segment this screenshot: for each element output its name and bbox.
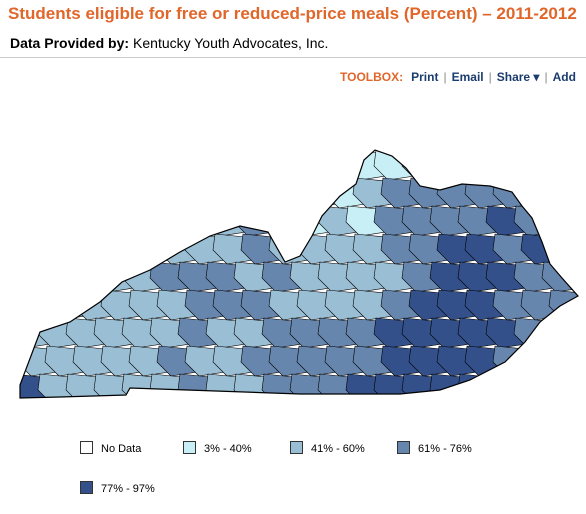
legend-swatch [290, 441, 303, 454]
state-outline [19, 149, 579, 399]
toolbox-link[interactable]: Share ▾ [496, 70, 540, 84]
legend-label: 61% - 76% [418, 443, 472, 455]
legend-item: 77% - 97% [80, 481, 155, 495]
map [19, 149, 579, 399]
legend-swatch [183, 441, 196, 454]
legend-label: 77% - 97% [101, 483, 155, 495]
separator: | [488, 70, 492, 84]
provider-name: Kentucky Youth Advocates, Inc. [133, 35, 329, 51]
provider: Data Provided by: Kentucky Youth Advocate… [10, 35, 328, 51]
legend-item: 61% - 76% [397, 441, 472, 455]
separator: | [544, 70, 548, 84]
title: Students eligible for free or reduced-pr… [8, 4, 577, 23]
legend-label: No Data [101, 443, 142, 455]
separator: | [443, 70, 447, 84]
legend-label: 3% - 40% [204, 443, 252, 455]
divider [0, 57, 586, 58]
legend-swatch [80, 441, 93, 454]
toolbox: TOOLBOX: Print | Email | Share ▾ | Add [340, 70, 576, 84]
toolbox-link[interactable]: Print [411, 70, 439, 84]
legend-swatch [80, 481, 93, 494]
legend-label: 41% - 60% [311, 443, 365, 455]
legend-item: 41% - 60% [290, 441, 365, 455]
legend-item: 3% - 40% [183, 441, 252, 455]
legend-swatch [397, 441, 410, 454]
toolbox-link[interactable]: Email [451, 70, 484, 84]
toolbox-label: TOOLBOX: [340, 70, 404, 84]
legend-item: No Data [80, 441, 141, 455]
provider-label: Data Provided by: [10, 35, 130, 51]
toolbox-link[interactable]: Add [552, 70, 576, 84]
